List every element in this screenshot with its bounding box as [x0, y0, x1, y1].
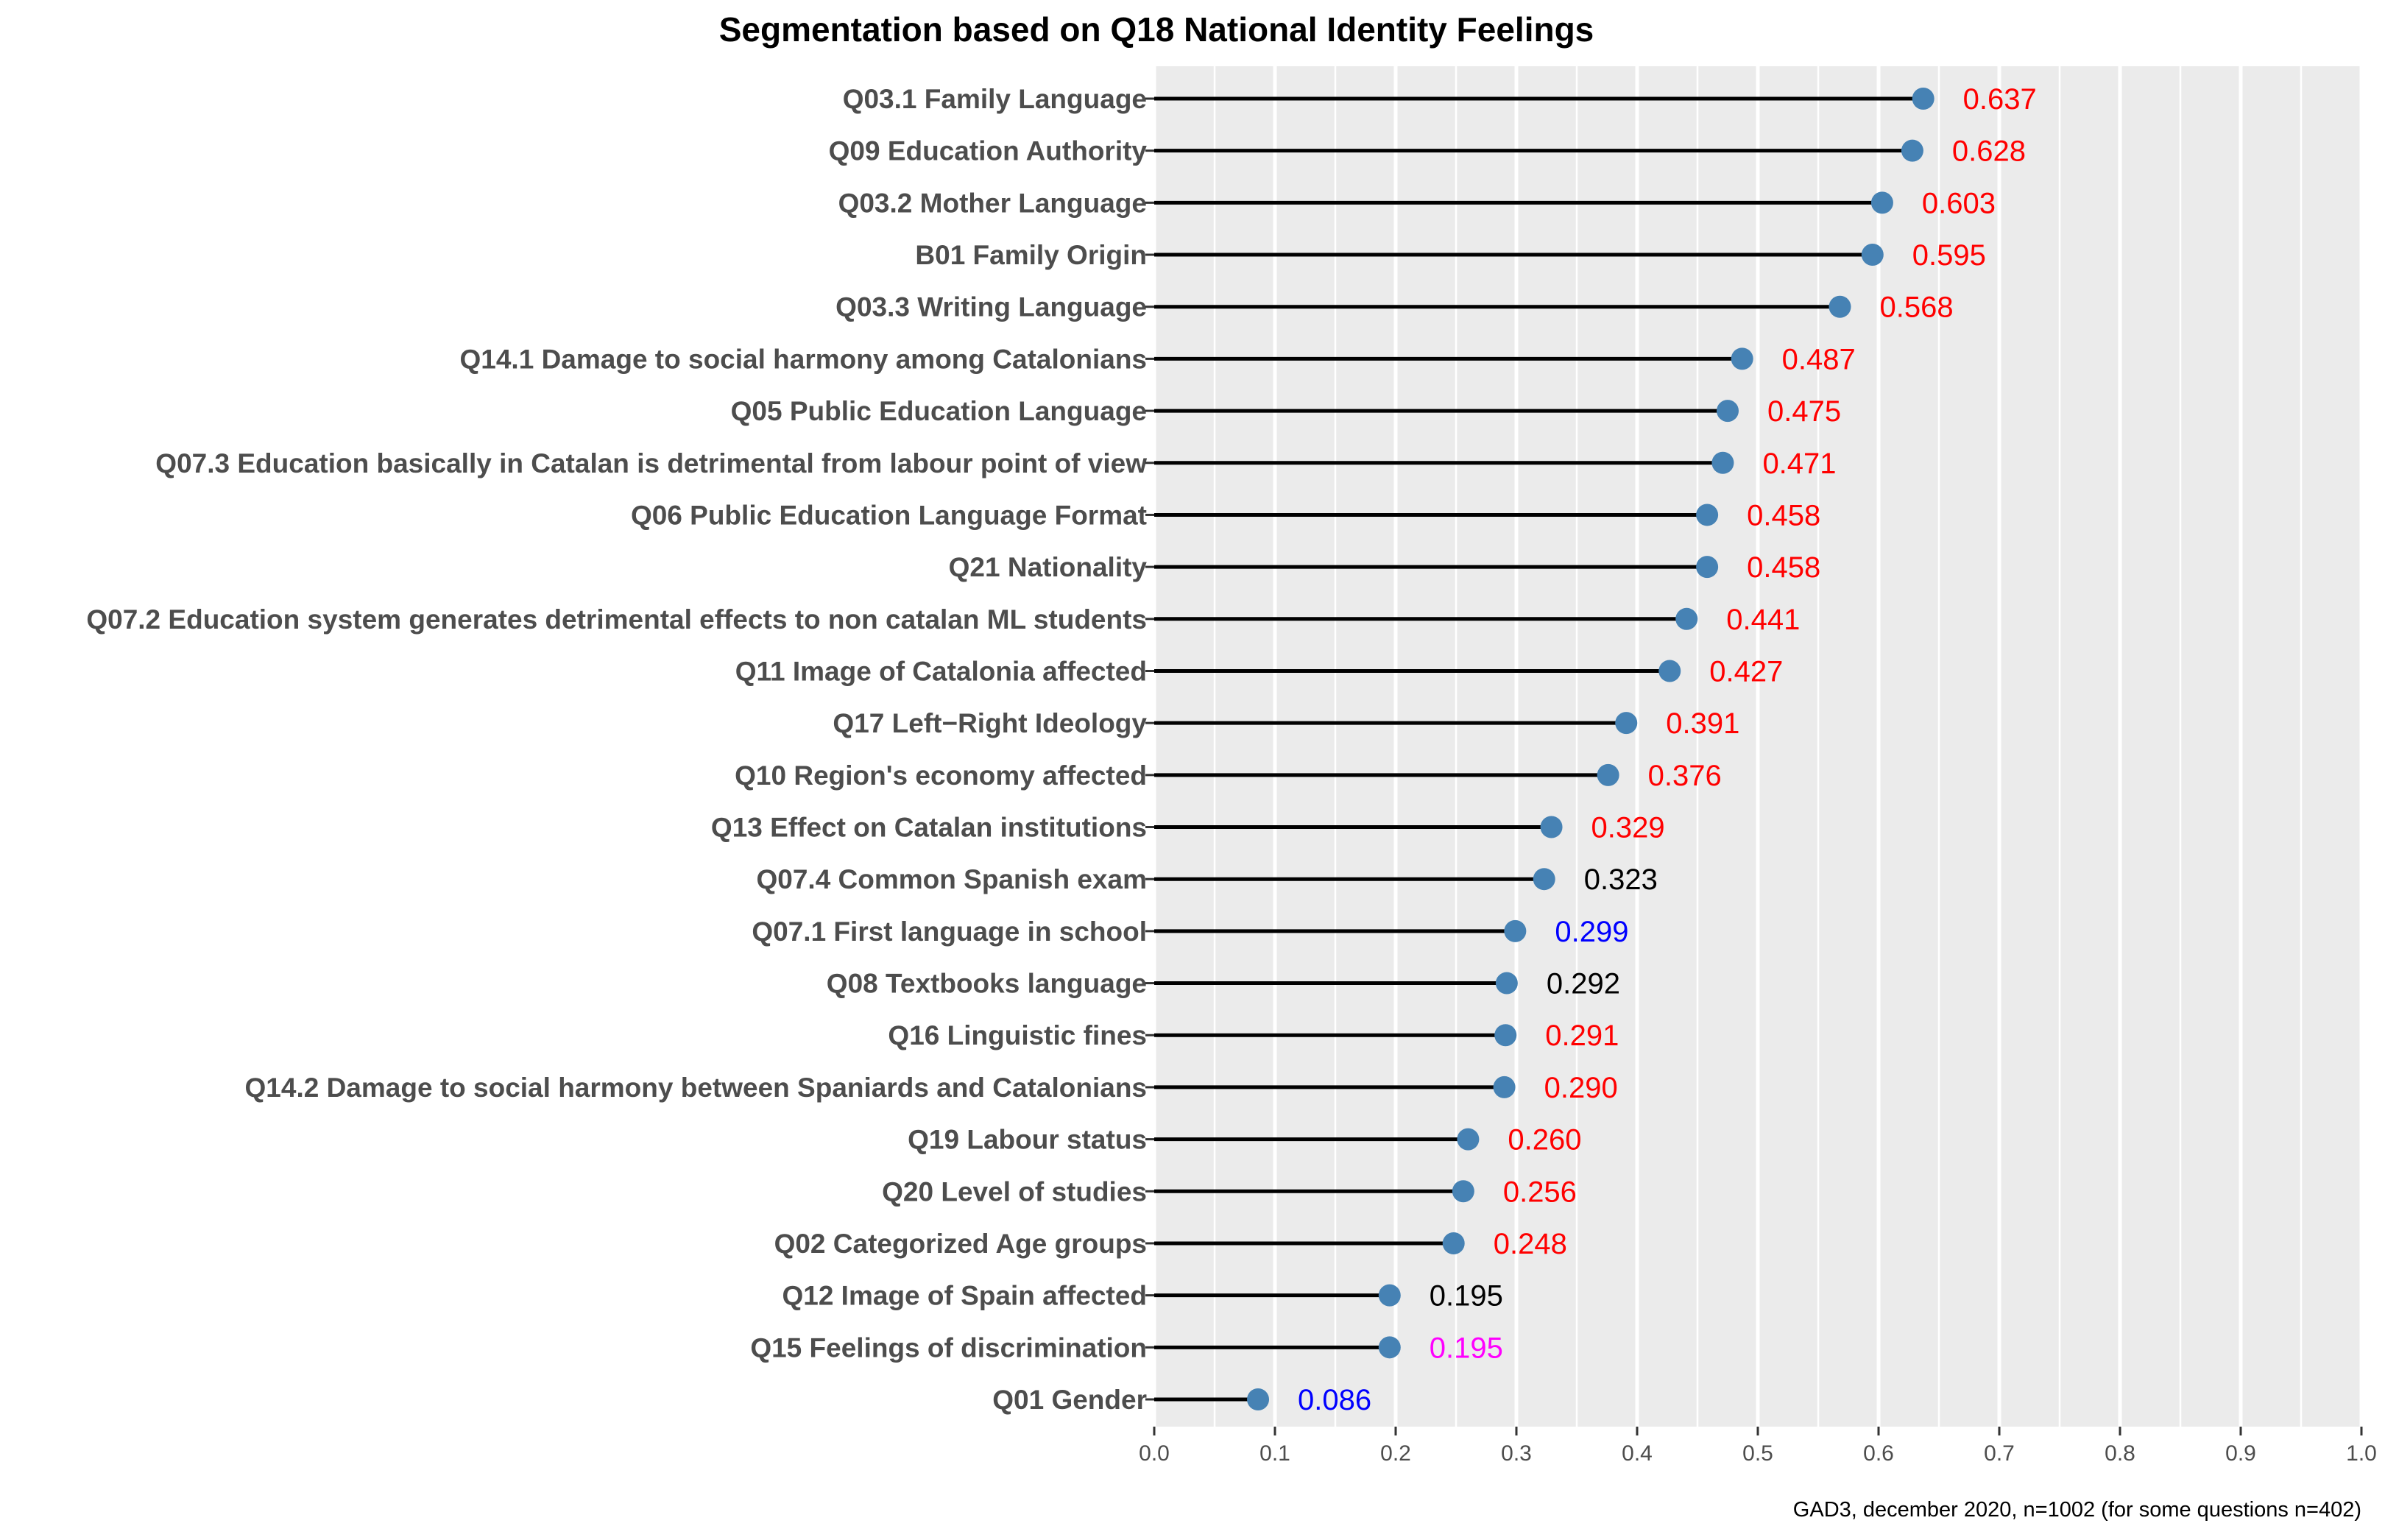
data-point	[1452, 1180, 1474, 1203]
data-point	[1861, 244, 1884, 266]
category-label: Q03.3 Writing Language	[835, 292, 1147, 322]
category-label: Q15 Feelings of discrimination	[750, 1332, 1147, 1363]
x-tick-label: 0.4	[1622, 1441, 1653, 1466]
value-label: 0.487	[1782, 343, 1856, 375]
data-point	[1540, 816, 1563, 838]
value-label: 0.323	[1584, 863, 1658, 896]
category-label: Q13 Effect on Catalan institutions	[711, 813, 1147, 843]
data-point	[1495, 972, 1518, 995]
category-label: Q07.1 First language in school	[752, 916, 1147, 947]
x-axis: 0.0 0.1 0.2 0.3 0.4 0.5 0.6 0.7 0.8 0.9 1.0	[1139, 1427, 2377, 1466]
value-label: 0.458	[1747, 499, 1820, 531]
value-label: 0.290	[1544, 1072, 1618, 1104]
category-label: Q07.4 Common Spanish exam	[756, 864, 1147, 894]
data-point	[1378, 1336, 1401, 1359]
category-label: Q07.3 Education basically in Catalan is …	[155, 448, 1147, 478]
category-label: Q21 Nationality	[949, 552, 1148, 582]
value-label: 0.376	[1648, 760, 1722, 792]
value-label: 0.637	[1963, 83, 2037, 116]
data-point	[1696, 504, 1719, 526]
data-point	[1378, 1284, 1401, 1307]
data-point	[1533, 868, 1555, 891]
x-tick-label: 0.5	[1742, 1441, 1773, 1466]
gridlines	[1152, 66, 2364, 1427]
data-point	[1493, 1075, 1516, 1098]
value-label: 0.628	[1952, 135, 2026, 168]
category-label: Q10 Region's economy affected	[735, 760, 1147, 791]
x-tick-label: 0.8	[2105, 1441, 2135, 1466]
x-tick-label: 0.3	[1501, 1441, 1532, 1466]
category-label: Q11 Image of Catalonia affected	[735, 656, 1147, 686]
category-label: Q19 Labour status	[908, 1125, 1147, 1155]
category-label: Q03.2 Mother Language	[838, 188, 1147, 218]
data-point	[1658, 660, 1681, 682]
data-point	[1504, 919, 1527, 942]
value-label: 0.291	[1545, 1020, 1619, 1052]
data-point	[1912, 88, 1935, 110]
value-label: 0.329	[1591, 812, 1665, 844]
value-label: 0.441	[1726, 604, 1800, 636]
x-tick-label: 1.0	[2346, 1441, 2377, 1466]
data-point	[1457, 1128, 1480, 1151]
value-label: 0.292	[1547, 968, 1620, 1000]
category-label: Q16 Linguistic fines	[888, 1020, 1147, 1050]
category-label: Q03.1 Family Language	[843, 84, 1147, 114]
value-label: 0.195	[1430, 1280, 1503, 1313]
value-label: 0.603	[1922, 187, 1996, 219]
category-label: Q09 Education Authority	[829, 136, 1148, 166]
stems	[1154, 96, 1923, 1402]
value-label: 0.391	[1666, 707, 1739, 740]
value-label: 0.248	[1494, 1228, 1567, 1260]
category-label: Q08 Textbooks language	[827, 969, 1147, 999]
value-labels: 0.637 0.628 0.603 0.595 0.568 0.487 0.475 0.471…	[1298, 83, 2037, 1416]
value-label: 0.471	[1762, 448, 1836, 480]
value-label: 0.256	[1503, 1176, 1577, 1208]
x-tick-label: 0.1	[1259, 1441, 1290, 1466]
value-label: 0.427	[1709, 655, 1783, 688]
data-point	[1717, 400, 1739, 423]
value-label: 0.299	[1555, 916, 1628, 948]
data-point	[1247, 1388, 1270, 1410]
category-label: Q06 Public Education Language Format	[631, 500, 1147, 530]
category-label: Q02 Categorized Age groups	[774, 1229, 1147, 1259]
data-point	[1597, 763, 1619, 786]
category-label: Q12 Image of Spain affected	[782, 1281, 1147, 1311]
value-label: 0.260	[1508, 1124, 1581, 1156]
x-tick-label: 0.7	[1984, 1441, 2015, 1466]
category-labels: Q03.1 Family Language Q09 Education Autho…	[86, 84, 1147, 1415]
category-label: Q05 Public Education Language	[731, 396, 1147, 426]
chart-title: Segmentation based on Q18 National Ident…	[719, 10, 1594, 49]
data-point	[1731, 347, 1753, 370]
category-label: Q07.2 Education system generates detrime…	[86, 604, 1147, 635]
category-label: Q14.2 Damage to social harmony between S…	[245, 1073, 1147, 1103]
category-label: Q17 Left−Right Ideology	[833, 708, 1147, 738]
data-point	[1615, 712, 1638, 735]
data-point	[1829, 295, 1851, 318]
category-label: Q20 Level of studies	[882, 1176, 1147, 1207]
chart-caption: GAD3, december 2020, n=1002 (for some qu…	[1793, 1498, 2361, 1522]
value-label: 0.458	[1747, 551, 1820, 584]
category-label: Q01 Gender	[992, 1385, 1147, 1415]
data-point	[1675, 607, 1698, 630]
data-points	[1247, 88, 1935, 1410]
data-point	[1696, 556, 1719, 579]
data-point	[1711, 451, 1734, 474]
data-point	[1901, 139, 1923, 162]
value-label: 0.595	[1912, 239, 1986, 272]
x-tick-label: 0.0	[1139, 1441, 1170, 1466]
data-point	[1870, 191, 1893, 214]
data-point	[1442, 1232, 1465, 1254]
value-label: 0.475	[1767, 395, 1841, 428]
data-point	[1494, 1024, 1517, 1047]
category-label: Q14.1 Damage to social harmony among Cat…	[460, 344, 1148, 374]
value-label: 0.086	[1298, 1384, 1371, 1416]
category-label: B01 Family Origin	[915, 240, 1147, 270]
x-tick-label: 0.2	[1380, 1441, 1411, 1466]
value-label: 0.195	[1430, 1332, 1503, 1364]
value-label: 0.568	[1880, 292, 1954, 324]
x-tick-label: 0.9	[2225, 1441, 2256, 1466]
x-tick-label: 0.6	[1863, 1441, 1894, 1466]
y-axis-ticks	[1145, 97, 1154, 1401]
